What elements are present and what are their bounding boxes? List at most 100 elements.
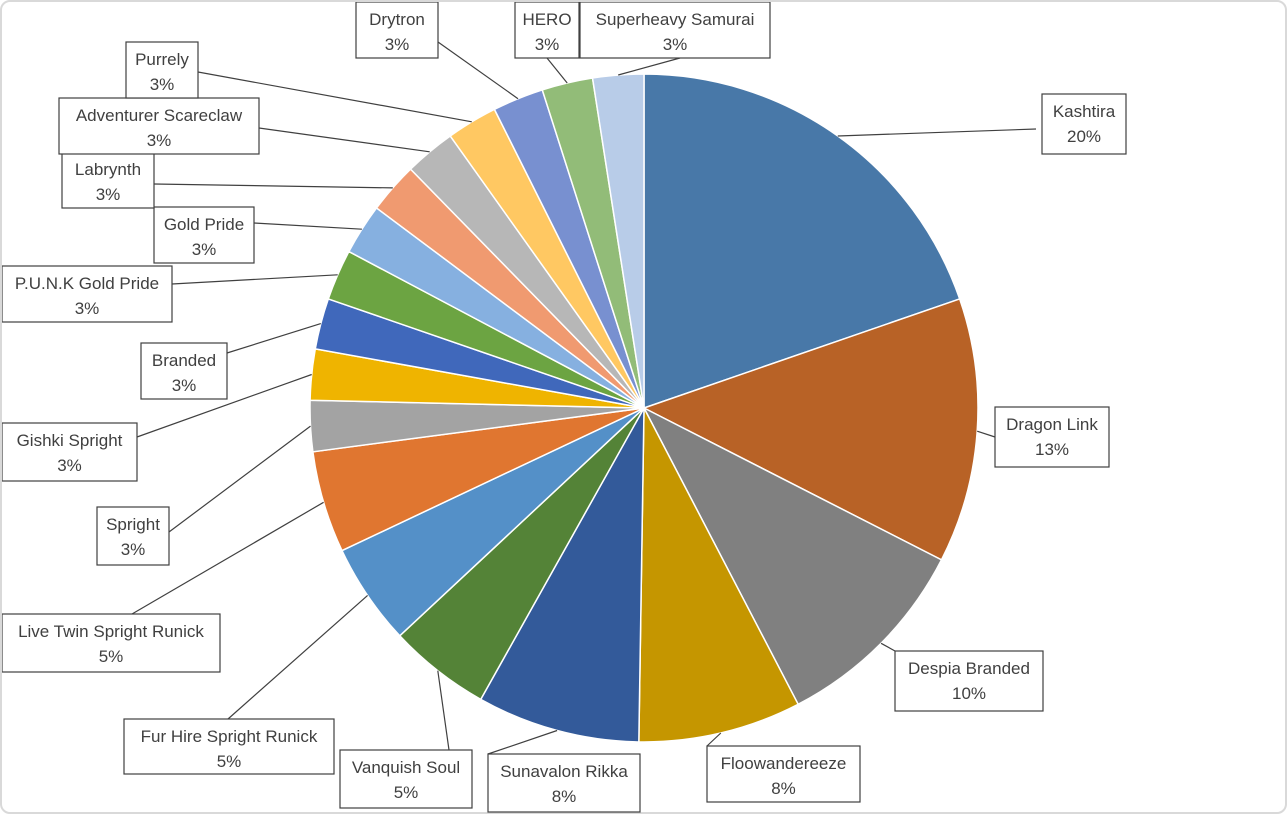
data-label-percent: 5%	[394, 783, 419, 802]
data-label-percent: 3%	[663, 35, 688, 54]
leader-line-dragon-link	[977, 430, 996, 438]
data-label-box	[125, 41, 199, 99]
data-label-percent: 3%	[96, 185, 121, 204]
data-label-box	[339, 749, 473, 809]
data-label-box	[58, 97, 260, 155]
data-label-percent: 3%	[385, 35, 410, 54]
data-label-name: Gishki Spright	[17, 431, 123, 450]
data-label-name: Branded	[152, 351, 216, 370]
data-label-superheavy-samurai: Superheavy Samurai 3%	[579, 2, 771, 59]
data-label-box	[2, 422, 138, 482]
data-label-percent: 3%	[192, 240, 217, 259]
data-label-percent: 3%	[172, 376, 197, 395]
data-label-name: Fur Hire Spright Runick	[141, 727, 318, 746]
leader-line-labrynth	[153, 183, 393, 189]
data-label-name: Vanquish Soul	[352, 758, 460, 777]
data-label-box	[2, 613, 221, 673]
pie-slice-sunavalon-rikka	[479, 407, 645, 743]
leader-line-purrely	[197, 71, 472, 123]
leader-line-p-u-n-k-gold-pride	[171, 274, 338, 285]
pie-slice-floowandereeze	[638, 407, 800, 743]
data-label-live-twin-spright-runick: Live Twin Spright Runick 5%	[2, 613, 221, 673]
data-label-percent: 3%	[57, 456, 82, 475]
data-label-name: Adventurer Scareclaw	[76, 106, 243, 125]
data-label-box	[1041, 93, 1127, 155]
data-label-spright: Spright 3%	[96, 506, 170, 566]
leader-line-hero	[546, 57, 568, 84]
data-label-box	[61, 151, 155, 209]
data-label-labrynth: Labrynth 3%	[61, 151, 155, 209]
data-label-percent: 5%	[217, 752, 242, 771]
data-label-name: Sunavalon Rikka	[500, 762, 628, 781]
data-label-box	[579, 2, 771, 59]
data-label-name: P.U.N.K Gold Pride	[15, 274, 159, 293]
data-label-name: Purrely	[135, 50, 189, 69]
leader-line-spright	[168, 425, 311, 533]
leader-line-branded	[226, 323, 321, 354]
leader-line-sunavalon-rikka	[487, 729, 558, 755]
leader-line-floowandereeze	[706, 732, 722, 747]
data-label-name: Superheavy Samurai	[596, 10, 755, 29]
leader-line-gishki-spright	[136, 373, 312, 438]
data-label-p-u-n-k-gold-pride: P.U.N.K Gold Pride 3%	[2, 265, 173, 323]
leaders-layer	[131, 41, 1037, 755]
data-label-percent: 3%	[75, 299, 100, 318]
data-label-sunavalon-rikka: Sunavalon Rikka 8%	[487, 753, 641, 813]
leader-line-despia-branded	[880, 642, 896, 652]
data-label-percent: 13%	[1035, 440, 1069, 459]
data-label-name: Kashtira	[1053, 102, 1116, 121]
leader-line-gold-pride	[253, 222, 362, 230]
leader-line-live-twin-spright-runick	[131, 501, 324, 615]
data-label-box	[2, 265, 173, 323]
slices-layer	[309, 73, 979, 743]
data-label-percent: 5%	[99, 647, 124, 666]
data-label-name: Gold Pride	[164, 215, 244, 234]
leader-line-kashtira	[837, 128, 1037, 137]
data-label-name: Drytron	[369, 10, 425, 29]
leader-line-adventurer-scareclaw	[258, 127, 430, 153]
data-label-percent: 10%	[952, 684, 986, 703]
data-label-gold-pride: Gold Pride 3%	[153, 206, 255, 264]
data-label-name: Despia Branded	[908, 659, 1030, 678]
data-label-name: Spright	[106, 515, 160, 534]
data-label-hero: HERO 3%	[514, 2, 580, 59]
data-label-box	[706, 745, 861, 803]
data-label-branded: Branded 3%	[140, 342, 228, 400]
data-label-drytron: Drytron 3%	[355, 2, 439, 59]
data-label-box	[123, 718, 335, 775]
data-label-fur-hire-spright-runick: Fur Hire Spright Runick 5%	[123, 718, 335, 775]
data-label-percent: 3%	[150, 75, 175, 94]
leader-line-drytron	[437, 41, 519, 100]
data-label-box	[96, 506, 170, 566]
data-label-percent: 3%	[535, 35, 560, 54]
data-label-box	[153, 206, 255, 264]
data-label-box	[514, 2, 580, 59]
data-label-name: Floowandereeze	[721, 754, 847, 773]
data-label-percent: 3%	[121, 540, 146, 559]
data-label-dragon-link: Dragon Link 13%	[994, 406, 1110, 468]
data-label-name: Labrynth	[75, 160, 141, 179]
data-label-percent: 20%	[1067, 127, 1101, 146]
pie-slice-despia-branded	[642, 406, 943, 706]
data-label-box	[894, 650, 1044, 712]
data-label-gishki-spright: Gishki Spright 3%	[2, 422, 138, 482]
data-label-purrely: Purrely 3%	[125, 41, 199, 99]
data-label-name: Live Twin Spright Runick	[18, 622, 204, 641]
data-label-kashtira: Kashtira 20%	[1041, 93, 1127, 155]
data-label-floowandereeze: Floowandereeze 8%	[706, 745, 861, 803]
data-label-percent: 3%	[147, 131, 172, 150]
data-label-despia-branded: Despia Branded 10%	[894, 650, 1044, 712]
data-label-percent: 8%	[771, 779, 796, 798]
leader-line-superheavy-samurai	[618, 57, 681, 76]
leader-line-fur-hire-spright-runick	[227, 594, 368, 720]
data-label-vanquish-soul: Vanquish Soul 5%	[339, 749, 473, 809]
data-label-name: HERO	[522, 10, 571, 29]
data-label-adventurer-scareclaw: Adventurer Scareclaw 3%	[58, 97, 260, 155]
pie-slice-superheavy-samurai	[591, 73, 645, 409]
data-label-name: Dragon Link	[1006, 415, 1098, 434]
data-label-box	[355, 2, 439, 59]
data-label-box	[140, 342, 228, 400]
data-label-percent: 8%	[552, 787, 577, 806]
